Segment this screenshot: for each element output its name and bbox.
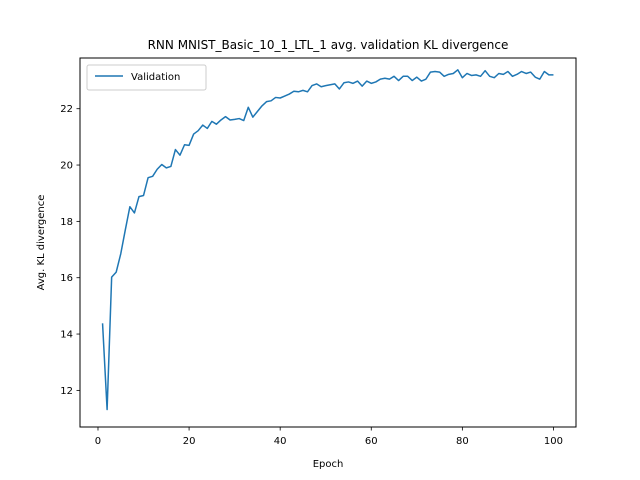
y-tick-label: 12: [60, 386, 73, 397]
y-axis: 12 14 16 18 20 22: [60, 104, 80, 397]
y-tick-label: 16: [60, 273, 73, 284]
x-tick-label: 80: [456, 436, 469, 447]
y-tick-label: 22: [60, 104, 73, 115]
x-tick-label: 20: [183, 436, 196, 447]
x-tick-label: 100: [544, 436, 563, 447]
series-line-validation: [101, 69, 554, 411]
x-axis: 0 20 40 60 80 100: [95, 427, 563, 447]
y-axis-label: Avg. KL divergence: [36, 195, 47, 291]
legend-label-validation: Validation: [131, 72, 180, 83]
chart-title: RNN MNIST_Basic_10_1_LTL_1 avg. validati…: [148, 38, 509, 52]
axes-frame: [79, 57, 577, 428]
x-tick-label: 40: [274, 436, 287, 447]
x-tick-label: 60: [365, 436, 378, 447]
y-tick-label: 14: [60, 330, 73, 341]
y-tick-label: 20: [60, 161, 73, 172]
x-tick-label: 0: [95, 436, 101, 447]
plot-area: [101, 69, 554, 411]
legend: Validation: [86, 64, 207, 91]
x-axis-label: Epoch: [313, 459, 344, 470]
y-tick-label: 18: [60, 217, 73, 228]
legend-box: [86, 64, 207, 91]
